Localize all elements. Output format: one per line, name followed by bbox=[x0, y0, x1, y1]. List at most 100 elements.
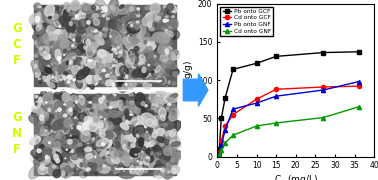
Ellipse shape bbox=[87, 27, 101, 39]
Ellipse shape bbox=[104, 59, 114, 66]
Ellipse shape bbox=[69, 139, 79, 149]
Ellipse shape bbox=[50, 149, 57, 156]
Ellipse shape bbox=[38, 6, 41, 8]
Ellipse shape bbox=[121, 159, 125, 165]
Ellipse shape bbox=[105, 119, 106, 120]
Ellipse shape bbox=[134, 46, 139, 51]
Ellipse shape bbox=[170, 97, 175, 102]
Ellipse shape bbox=[144, 160, 149, 165]
Ellipse shape bbox=[116, 63, 124, 75]
Ellipse shape bbox=[71, 27, 75, 33]
Ellipse shape bbox=[44, 97, 53, 106]
Ellipse shape bbox=[146, 119, 153, 126]
Ellipse shape bbox=[129, 142, 132, 146]
Ellipse shape bbox=[52, 76, 53, 78]
Ellipse shape bbox=[164, 64, 166, 66]
Ellipse shape bbox=[83, 120, 91, 130]
Ellipse shape bbox=[93, 138, 94, 140]
Ellipse shape bbox=[123, 24, 127, 27]
Ellipse shape bbox=[37, 25, 40, 27]
Ellipse shape bbox=[114, 116, 119, 122]
Ellipse shape bbox=[141, 146, 146, 149]
Ellipse shape bbox=[81, 65, 87, 70]
Ellipse shape bbox=[108, 154, 109, 155]
Ellipse shape bbox=[154, 71, 158, 72]
Ellipse shape bbox=[99, 122, 106, 128]
Ellipse shape bbox=[153, 151, 163, 161]
Ellipse shape bbox=[52, 40, 59, 50]
Ellipse shape bbox=[43, 111, 48, 118]
Ellipse shape bbox=[144, 156, 150, 164]
Ellipse shape bbox=[169, 109, 179, 121]
Ellipse shape bbox=[80, 78, 84, 81]
Ellipse shape bbox=[62, 160, 77, 178]
Ellipse shape bbox=[166, 128, 170, 131]
Ellipse shape bbox=[155, 169, 164, 179]
Ellipse shape bbox=[59, 41, 73, 51]
Ellipse shape bbox=[116, 75, 118, 76]
Ellipse shape bbox=[50, 74, 60, 82]
Ellipse shape bbox=[54, 124, 59, 127]
Ellipse shape bbox=[87, 107, 92, 113]
Ellipse shape bbox=[102, 33, 107, 37]
Ellipse shape bbox=[88, 142, 90, 143]
Ellipse shape bbox=[94, 156, 96, 158]
Ellipse shape bbox=[148, 160, 155, 169]
Ellipse shape bbox=[64, 119, 73, 128]
Ellipse shape bbox=[45, 5, 54, 16]
Ellipse shape bbox=[127, 38, 132, 42]
Ellipse shape bbox=[33, 156, 39, 160]
Ellipse shape bbox=[111, 0, 120, 12]
Ellipse shape bbox=[44, 152, 51, 158]
Ellipse shape bbox=[44, 163, 46, 165]
Ellipse shape bbox=[162, 92, 168, 99]
Ellipse shape bbox=[79, 35, 81, 39]
Ellipse shape bbox=[101, 7, 105, 9]
Ellipse shape bbox=[137, 55, 146, 66]
Ellipse shape bbox=[103, 95, 105, 98]
Ellipse shape bbox=[156, 57, 166, 63]
Ellipse shape bbox=[96, 47, 106, 57]
Ellipse shape bbox=[135, 166, 143, 175]
Ellipse shape bbox=[161, 149, 164, 153]
Ellipse shape bbox=[92, 14, 99, 18]
Pb onto GNF bbox=[356, 80, 361, 83]
Ellipse shape bbox=[43, 53, 51, 59]
Ellipse shape bbox=[169, 50, 178, 56]
Ellipse shape bbox=[103, 165, 105, 167]
Ellipse shape bbox=[87, 125, 90, 127]
Ellipse shape bbox=[156, 130, 164, 139]
Ellipse shape bbox=[145, 46, 152, 53]
Ellipse shape bbox=[142, 113, 158, 127]
Ellipse shape bbox=[58, 62, 60, 63]
Ellipse shape bbox=[73, 57, 75, 59]
Ellipse shape bbox=[60, 165, 67, 171]
Ellipse shape bbox=[161, 53, 169, 58]
Ellipse shape bbox=[130, 20, 140, 30]
Ellipse shape bbox=[66, 72, 67, 73]
Ellipse shape bbox=[164, 147, 172, 156]
Ellipse shape bbox=[158, 10, 163, 13]
Ellipse shape bbox=[119, 64, 122, 69]
Ellipse shape bbox=[152, 141, 159, 146]
Ellipse shape bbox=[143, 168, 147, 173]
Ellipse shape bbox=[165, 49, 169, 54]
Ellipse shape bbox=[102, 12, 104, 17]
Ellipse shape bbox=[160, 55, 169, 62]
Ellipse shape bbox=[100, 153, 103, 156]
Ellipse shape bbox=[43, 137, 54, 147]
Ellipse shape bbox=[61, 6, 64, 8]
Ellipse shape bbox=[73, 39, 75, 41]
Ellipse shape bbox=[98, 16, 104, 22]
Ellipse shape bbox=[46, 106, 53, 110]
Ellipse shape bbox=[101, 151, 106, 156]
Ellipse shape bbox=[130, 170, 135, 174]
Ellipse shape bbox=[57, 14, 59, 16]
Ellipse shape bbox=[36, 103, 37, 105]
Ellipse shape bbox=[167, 4, 174, 11]
Ellipse shape bbox=[129, 28, 137, 37]
Ellipse shape bbox=[93, 161, 102, 171]
Ellipse shape bbox=[89, 42, 98, 50]
Ellipse shape bbox=[79, 112, 80, 114]
Ellipse shape bbox=[170, 158, 178, 166]
